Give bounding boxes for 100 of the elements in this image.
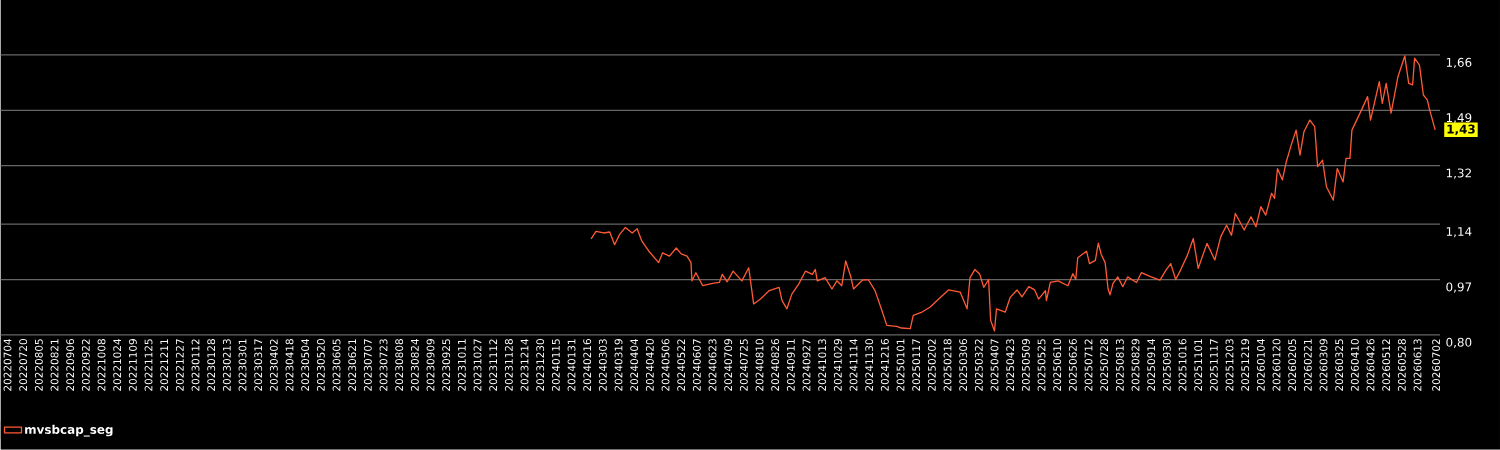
x-tick-label: 20230112 (191, 339, 200, 391)
x-tick-label: 20250610 (1053, 339, 1062, 391)
x-tick-label: 20240420 (645, 339, 654, 391)
x-tick-label: 20260702 (1432, 339, 1441, 391)
x-tick-label: 20230128 (207, 339, 216, 391)
x-tick-label: 20251117 (1209, 339, 1218, 391)
x-tick-label: 20230418 (285, 339, 294, 391)
x-tick-label: 20260221 (1303, 339, 1312, 391)
x-tick-label: 20230824 (410, 339, 419, 391)
x-tick-label: 20241013 (818, 339, 827, 391)
x-tick-label: 20240522 (677, 339, 686, 391)
x-tick-label: 20250117 (912, 339, 921, 391)
x-tick-label: 20221211 (160, 339, 169, 391)
x-tick-label: 20240319 (614, 339, 623, 391)
y-tick-label: 0,80 (1446, 337, 1472, 349)
x-tick-label: 20230605 (332, 339, 341, 391)
x-tick-label: 20231112 (489, 339, 498, 391)
x-tick-label: 20230213 (222, 339, 231, 391)
x-tick-label: 20250423 (1006, 339, 1015, 391)
x-tick-label: 20260120 (1272, 339, 1281, 391)
x-tick-label: 20240709 (724, 339, 733, 391)
x-tick-label: 20220720 (19, 339, 28, 391)
x-tick-label: 20250525 (1037, 339, 1046, 391)
x-tick-label: 20250218 (943, 339, 952, 391)
x-tick-label: 20220821 (50, 339, 59, 391)
x-tick-label: 20250509 (1021, 339, 1030, 391)
x-tick-label: 20240404 (630, 339, 639, 391)
x-tick-label: 20231230 (536, 339, 545, 391)
x-tick-label: 20251101 (1194, 339, 1203, 391)
x-tick-label: 20250813 (1115, 339, 1124, 391)
x-tick-label: 20230621 (348, 339, 357, 391)
y-tick-label: 1,32 (1446, 168, 1471, 179)
x-tick-label: 20251219 (1241, 339, 1250, 391)
x-tick-label: 20251203 (1225, 339, 1234, 391)
y-tick-label: 1,66 (1446, 57, 1472, 69)
x-tick-label: 20231128 (504, 339, 513, 391)
x-tick-label: 20240725 (739, 339, 748, 391)
x-tick-label: 20260410 (1350, 339, 1359, 391)
y-tick-label: 1,49 (1446, 113, 1472, 124)
x-tick-label: 20221024 (113, 339, 122, 391)
x-tick-label: 20230504 (301, 339, 310, 391)
x-tick-label: 20220922 (81, 339, 90, 391)
x-tick-label: 20250626 (1068, 339, 1077, 391)
x-tick-label: 20260104 (1256, 339, 1265, 391)
x-tick-label: 20240826 (771, 339, 780, 391)
x-tick-label: 20250829 (1131, 339, 1140, 391)
x-tick-label: 20230909 (426, 339, 435, 391)
x-tick-label: 20251016 (1178, 339, 1187, 391)
x-tick-label: 20241114 (849, 339, 858, 391)
x-tick-label: 20240131 (567, 339, 576, 391)
x-tick-label: 20250306 (959, 339, 968, 391)
x-tick-label: 20221008 (97, 339, 106, 391)
legend-label: mvsbcap_seg (25, 424, 113, 437)
x-tick-label: 20260512 (1382, 339, 1391, 391)
x-tick-label: 20240607 (692, 339, 701, 391)
x-tick-label: 20241029 (833, 339, 842, 391)
y-tick-label: 0,97 (1446, 282, 1472, 293)
x-tick-label: 20231214 (520, 339, 529, 391)
x-tick-label: 20260205 (1288, 339, 1297, 391)
x-tick-label: 20260426 (1366, 339, 1375, 391)
x-tick-label: 20231011 (457, 339, 466, 391)
x-tick-label: 20250322 (974, 339, 983, 391)
x-tick-label: 20221109 (128, 339, 137, 391)
x-tick-label: 20250101 (896, 339, 905, 391)
x-tick-label: 20240623 (708, 339, 717, 391)
x-tick-label: 20220805 (34, 339, 43, 391)
x-tick-label: 20250202 (927, 339, 936, 391)
x-tick-label: 20230707 (363, 339, 372, 391)
x-tick-label: 20240506 (661, 339, 670, 391)
x-tick-label: 20240303 (598, 339, 607, 391)
x-tick-label: 20240216 (583, 339, 592, 391)
x-tick-label: 20230925 (442, 339, 451, 391)
x-tick-label: 20250930 (1162, 339, 1171, 391)
x-tick-label: 20231027 (473, 339, 482, 391)
x-tick-label: 20240810 (755, 339, 764, 391)
x-tick-label: 20230301 (238, 339, 247, 391)
x-tick-label: 20260613 (1413, 339, 1422, 391)
x-tick-label: 20241130 (865, 339, 874, 391)
x-tick-label: 20250728 (1100, 339, 1109, 391)
x-tick-label: 20240115 (551, 339, 560, 391)
x-tick-label: 20240911 (786, 339, 795, 391)
x-tick-label: 20220906 (66, 339, 75, 391)
x-tick-label: 20250712 (1084, 339, 1093, 391)
x-tick-label: 20221227 (175, 339, 184, 391)
x-tick-label: 20230317 (254, 339, 263, 391)
x-tick-label: 20221125 (144, 339, 153, 391)
x-tick-label: 20250914 (1147, 339, 1156, 391)
x-tick-label: 20230402 (269, 339, 278, 391)
x-tick-label: 20240927 (802, 339, 811, 391)
x-tick-label: 20230723 (379, 339, 388, 391)
x-tick-label: 20220704 (3, 339, 12, 391)
y-tick-label: 1,14 (1446, 227, 1472, 238)
x-tick-label: 20260309 (1319, 339, 1328, 391)
x-tick-label: 20260528 (1397, 339, 1406, 391)
annotation: 1,43 (1447, 124, 1475, 136)
x-tick-label: 20250407 (990, 339, 999, 391)
x-tick-label: 20230520 (316, 339, 325, 391)
x-tick-label: 20230808 (395, 339, 404, 391)
x-tick-label: 20260325 (1335, 339, 1344, 391)
x-tick-label: 20241216 (880, 339, 889, 391)
